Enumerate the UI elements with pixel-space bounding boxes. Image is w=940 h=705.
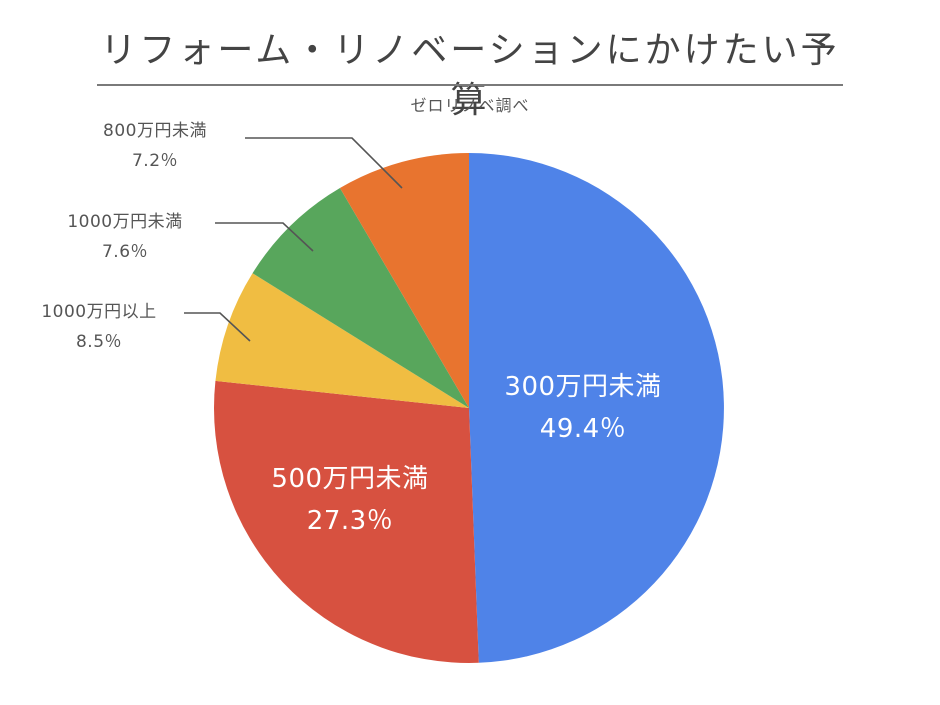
label-300-pct: 49.4％ [539, 414, 627, 444]
pie-slice [252, 188, 469, 408]
leader-lines [184, 137, 403, 342]
label-500-name: 500万円未満 [271, 464, 429, 494]
leader-line-1000 [215, 222, 314, 252]
leader-line-800 [245, 137, 403, 189]
label-1000-pct: 7.6％ [101, 242, 149, 262]
label-800-pct: 7.2％ [131, 151, 179, 171]
label-300-name: 300万円未満 [504, 372, 662, 402]
pie-slice [339, 153, 469, 408]
label-300: 300万円未満 49.4％ [478, 366, 688, 450]
label-800-name: 800万円未満 [103, 121, 207, 141]
pie-slice [213, 380, 479, 663]
pie-slices [213, 153, 724, 663]
label-1000up-name: 1000万円以上 [41, 302, 157, 322]
label-500-pct: 27.3％ [306, 506, 394, 536]
chart-title: リフォーム・リノベーションにかけたい予算 [100, 30, 840, 121]
label-1000up: 1000万円以上 8.5％ [14, 297, 184, 357]
label-800: 800万円未満 7.2％ [75, 116, 235, 176]
pie-slice [469, 153, 724, 663]
label-1000up-pct: 8.5％ [75, 332, 123, 352]
label-500: 500万円未満 27.3％ [245, 458, 455, 542]
title-underline [97, 84, 843, 86]
label-1000: 1000万円未満 7.6％ [40, 207, 210, 267]
label-1000-name: 1000万円未満 [67, 212, 183, 232]
chart-subtitle: ゼロリノベ調べ [410, 96, 530, 115]
leader-line-1000up [184, 312, 251, 342]
pie-slice [215, 273, 469, 408]
